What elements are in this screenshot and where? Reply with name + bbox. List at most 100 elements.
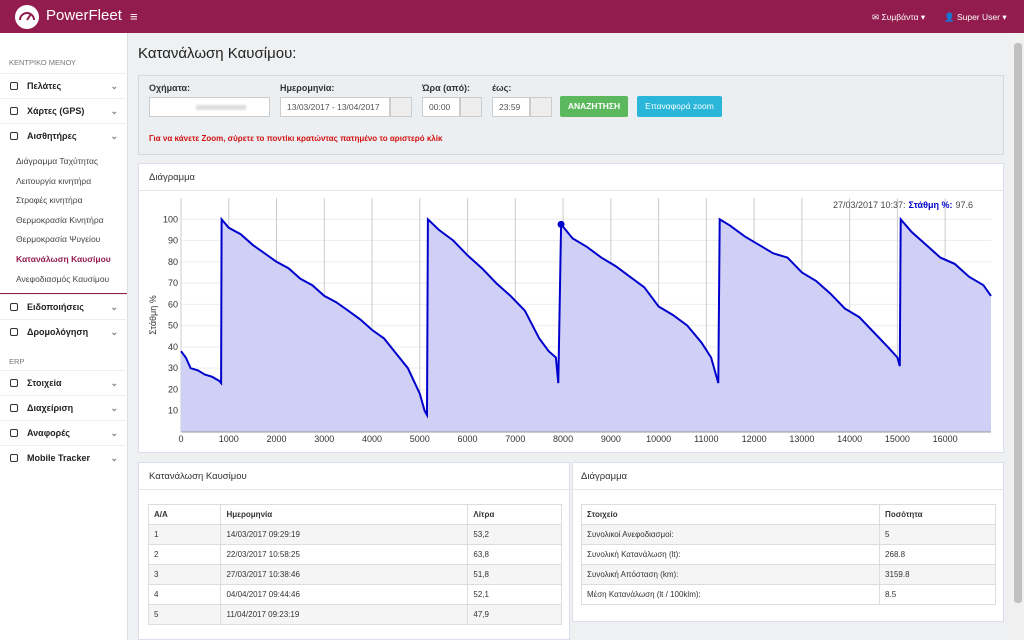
submenu-item[interactable]: Θερμοκρασία Ψυγείου <box>16 234 101 245</box>
menu-icon <box>10 303 18 311</box>
cell: 22/03/2017 10:58:25 <box>220 544 469 565</box>
submenu-item[interactable]: Διάγραμμα Ταχύτητας <box>16 156 99 166</box>
y-tick-label: 70 <box>168 278 178 288</box>
x-tick-label: 4000 <box>362 434 382 444</box>
x-tick-label: 12000 <box>742 434 767 444</box>
menu-item[interactable]: Ειδοποιήσεις ⌄ <box>0 294 128 318</box>
x-tick-label: 11000 <box>694 434 718 444</box>
menu-item[interactable]: Αισθητήρες ⌄ <box>0 123 128 147</box>
chevron: ⌄ <box>110 428 118 438</box>
calendar-button[interactable] <box>390 97 412 117</box>
menu-toggle[interactable]: ≡ <box>130 9 138 24</box>
submenu-item[interactable]: Ανεφοδιασμός Καυσίμου <box>16 273 110 284</box>
vehicle-input[interactable] <box>149 97 270 117</box>
menu-item[interactable]: Αναφορές ⌄ <box>0 420 128 444</box>
cell: 63,8 <box>467 544 562 565</box>
brand[interactable]: PowerFleet <box>46 7 122 24</box>
header-row: Στοιχείο Ποσότητα <box>580 504 996 525</box>
column-header[interactable]: Ποσότητα <box>879 504 996 525</box>
notifications[interactable]: ✉ Συμβάντα ▾ <box>872 12 926 22</box>
submenu-item[interactable]: Στροφές κινητήρα <box>16 195 83 206</box>
y-tick-label: 80 <box>168 257 178 267</box>
search-button[interactable]: ΑΝΑΖΗΤΗΣΗ <box>560 96 628 117</box>
y-axis-label: Στάθμη % <box>148 295 158 334</box>
x-tick-label: 8000 <box>553 434 573 444</box>
user-menu[interactable]: 👤 Super User ▾ <box>944 12 1007 22</box>
line <box>180 216 992 419</box>
x-tick-label: 14000 <box>837 434 862 444</box>
y-tick-label: 50 <box>168 321 178 331</box>
chevron: ⌄ <box>110 453 118 463</box>
menu-heading: ERP <box>9 357 25 366</box>
cell: 5 <box>147 604 222 625</box>
scrollbar[interactable] <box>1012 33 1024 640</box>
menu-label: Χάρτες (GPS) <box>27 106 85 116</box>
cell: 47,9 <box>467 604 562 625</box>
reset-zoom-button[interactable]: Επαναφορά zoom <box>637 96 722 117</box>
panel-title: Διάγραμμα <box>149 172 196 183</box>
y-tick-label: 90 <box>168 236 178 246</box>
cell: 14/03/2017 09:29:19 <box>220 524 469 545</box>
menu-item[interactable]: Δρομολόγηση ⌄ <box>0 319 128 343</box>
divider <box>573 489 1003 490</box>
menu-icon <box>10 107 18 115</box>
column-header[interactable]: Α/Α <box>147 504 222 525</box>
cell: 8.5 <box>879 584 996 605</box>
table-row: 4 04/04/2017 09:44:46 52,1 <box>147 584 562 605</box>
menu-item[interactable]: Mobile Tracker ⌄ <box>0 445 128 469</box>
cell: 2 <box>147 544 222 565</box>
menu-label: Αναφορές <box>27 428 70 438</box>
tooltip: 27/03/2017 10:37: Στάθμη %: 97.6 <box>833 200 973 210</box>
menu-label: Αισθητήρες <box>27 131 77 141</box>
cell: 4 <box>147 584 222 605</box>
table-row: Συνολική Κατανάλωση (lt): 268.8 <box>580 544 996 565</box>
time-from-input[interactable]: 00:00 <box>422 97 460 117</box>
sidebar: ΚΕΝΤΡΙΚΟ ΜΕΝΟΥ Πελάτες ⌄ Χάρτες (GPS) ⌄ Αισθη… <box>0 33 128 640</box>
menu-label: Στοιχεία <box>27 378 62 388</box>
filter-panel: Οχήματα: Ημερομηνία: 13/03/2017 - 13/04/… <box>138 75 1004 155</box>
x-tick-label: 3000 <box>314 434 334 444</box>
x-tick-label: 5000 <box>410 434 430 444</box>
submenu-item[interactable]: Λειτουργία κινητήρα <box>16 175 92 186</box>
x-tick-label: 1000 <box>219 434 239 444</box>
menu-item[interactable]: Διαχείριση ⌄ <box>0 395 128 419</box>
submenu-item[interactable]: Θερμοκρασία Κινητήρα <box>16 214 104 225</box>
chevron: ⌄ <box>110 327 118 337</box>
column-header[interactable]: Λίτρα <box>467 504 562 525</box>
y-tick-label: 20 <box>168 384 178 394</box>
chevron: ⌄ <box>110 302 118 312</box>
logo <box>15 5 39 29</box>
menu-item[interactable]: Πελάτες ⌄ <box>0 73 128 97</box>
tooltip-time: 27/03/2017 10:37: <box>833 200 906 210</box>
y-tick-label: 30 <box>168 363 178 373</box>
chevron: ⌄ <box>110 131 118 141</box>
tooltip-value: 97.6 <box>955 200 973 210</box>
clock-button[interactable] <box>530 97 552 117</box>
x-tick-label: 0 <box>178 434 183 444</box>
menu-heading: ΚΕΝΤΡΙΚΟ ΜΕΝΟΥ <box>9 58 77 67</box>
column-header[interactable]: Στοιχείο <box>580 504 881 525</box>
x-tick-label: 13000 <box>789 434 814 444</box>
clock-button[interactable] <box>460 97 482 117</box>
menu-label: Δρομολόγηση <box>27 327 89 337</box>
table-row: Συνολική Απόσταση (km): 3159.8 <box>580 564 996 585</box>
consumption-table: Α/Α Ημερομηνία Λίτρα 1 14/03/2017 09:29:19 53… <box>147 504 562 625</box>
summary-table: Στοιχείο Ποσότητα Συνολικοί Ανεφοδιασμοί: 5… <box>580 504 996 605</box>
panel-title: Κατανάλωση Καυσίμου <box>149 471 247 482</box>
cell: 27/03/2017 10:38:46 <box>220 564 469 585</box>
column-header[interactable]: Ημερομηνία <box>220 504 469 525</box>
menu-item[interactable]: Χάρτες (GPS) ⌄ <box>0 98 128 122</box>
top-bar: PowerFleet ≡ ✉ Συμβάντα ▾ 👤 Super User ▾ <box>0 0 1024 33</box>
menu-item[interactable]: Στοιχεία ⌄ <box>0 370 128 394</box>
menu-label: Mobile Tracker <box>27 453 91 463</box>
submenu-item[interactable]: Κατανάλωση Καυσίμου <box>16 254 111 264</box>
panel-title: Διάγραμμα <box>581 471 628 482</box>
cell: 1 <box>147 524 222 545</box>
table-row: 2 22/03/2017 10:58:25 63,8 <box>147 544 562 565</box>
date-input[interactable]: 13/03/2017 - 13/04/2017 <box>280 97 390 117</box>
time-to-input[interactable]: 23:59 <box>492 97 530 117</box>
x-tick-label: 10000 <box>646 434 671 444</box>
cell: 11/04/2017 09:23:19 <box>220 604 469 625</box>
